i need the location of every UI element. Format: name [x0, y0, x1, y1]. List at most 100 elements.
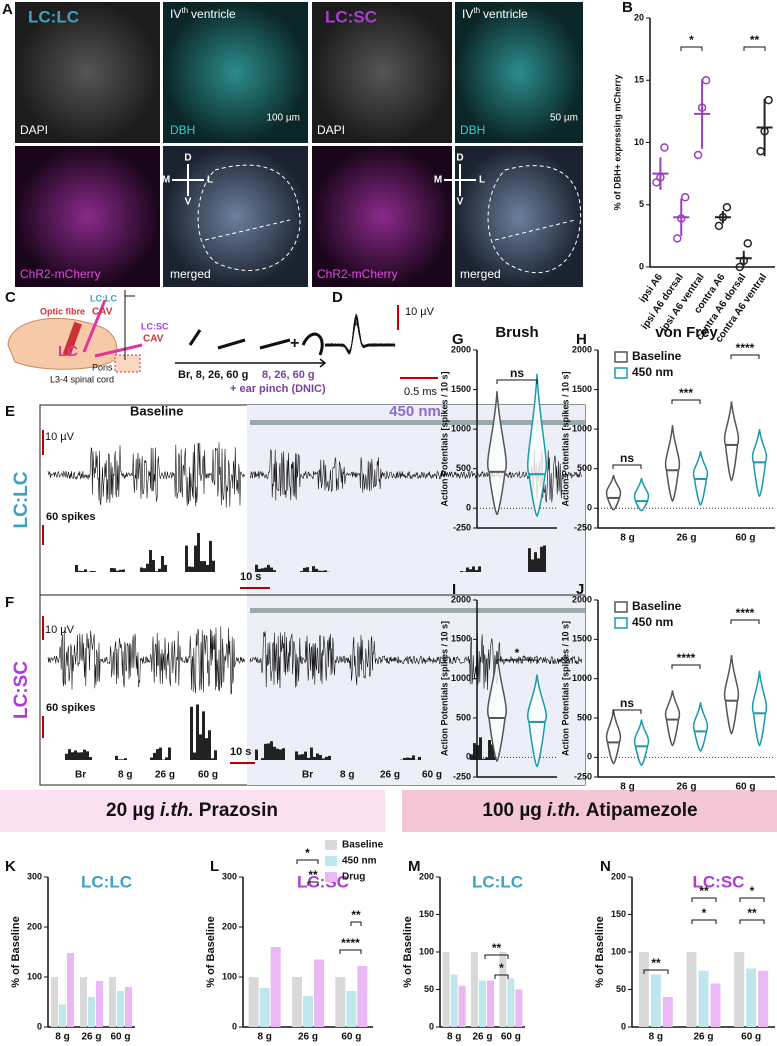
- violin: [633, 719, 650, 766]
- panel-label: B: [622, 0, 633, 16]
- histogram-bar: [193, 752, 196, 760]
- histogram-bar: [475, 570, 478, 572]
- significance-label: *: [305, 846, 310, 860]
- histogram-bar: [261, 568, 264, 572]
- y-axis-label: % of Baseline: [205, 916, 217, 988]
- y-tick-label: 1000: [572, 423, 592, 433]
- bar: [51, 977, 58, 1027]
- y-tick-label: 0: [587, 503, 592, 513]
- histogram-bar: [264, 567, 267, 572]
- bar: [650, 974, 661, 1027]
- y-tick-label: 10: [634, 137, 644, 147]
- y-tick-label: 200: [27, 921, 42, 931]
- stim: 60 g: [198, 770, 218, 781]
- x-tick-label: 8 g: [257, 1032, 271, 1043]
- histogram-bar: [71, 752, 74, 760]
- y-tick-label: -250: [574, 522, 592, 532]
- histogram-bar: [306, 567, 309, 572]
- protocol: 8, 26, 60 g: [262, 369, 315, 381]
- data-point: [693, 150, 703, 160]
- y-tick-label: 200: [611, 871, 626, 881]
- significance-label: *: [499, 961, 504, 975]
- y-tick-label: 1500: [572, 384, 592, 394]
- panel-label: E: [5, 403, 15, 420]
- significance-label: **: [308, 868, 318, 882]
- violin: [527, 674, 547, 768]
- y-tick-label: 500: [577, 712, 592, 722]
- histogram-bar: [322, 758, 325, 760]
- histogram-bar: [202, 711, 205, 760]
- y-tick-label: 100: [27, 971, 42, 981]
- significance-bracket: [612, 464, 642, 469]
- label: LC: [58, 343, 78, 360]
- bar: [458, 985, 466, 1027]
- group-label: LC:SC: [11, 661, 32, 719]
- histogram-bar: [185, 545, 188, 572]
- bar: [746, 968, 757, 1027]
- bar: [479, 980, 486, 1027]
- stim: 26 g: [155, 770, 175, 781]
- compass: D V M L D V M L: [162, 153, 485, 208]
- significance-label: ns: [620, 696, 634, 710]
- y-axis-label: Action Potentials [spikes / 10 s]: [560, 371, 570, 506]
- x-tick-label: 8 g: [447, 1032, 461, 1043]
- histogram-bar: [528, 548, 531, 572]
- significance-bracket: [339, 949, 362, 954]
- histogram-bar: [491, 744, 494, 760]
- histogram-bar: [267, 564, 270, 572]
- bar: [314, 959, 324, 1027]
- significance-bracket: [350, 921, 362, 926]
- chart-title: LC:LC: [81, 872, 132, 891]
- x-tick-label: 26 g: [81, 1032, 101, 1043]
- significance-bracket: [494, 974, 509, 979]
- text: th: [473, 6, 480, 15]
- trace: [47, 442, 246, 508]
- legend-swatch: [325, 872, 337, 882]
- panel-label: D: [332, 289, 343, 306]
- label: Optic fibre: [40, 306, 85, 316]
- text: th: [181, 6, 188, 15]
- significance-bracket: [496, 659, 538, 664]
- violin: [527, 373, 547, 517]
- x-tick-label: 26 g: [676, 533, 696, 544]
- y-tick-label: 1000: [572, 673, 592, 683]
- stimulus-icons: [188, 329, 324, 356]
- legend-swatch: [614, 617, 628, 629]
- data-point: [714, 221, 724, 231]
- bar: [117, 991, 124, 1027]
- panel-label: L: [210, 858, 219, 875]
- significance-label: ns: [620, 451, 634, 465]
- significance-label: **: [351, 908, 361, 922]
- significance-bracket: [730, 619, 760, 624]
- bar: [442, 952, 450, 1027]
- histogram-bar: [118, 759, 121, 760]
- histogram-bar: [273, 570, 276, 572]
- y-tick-label: 1500: [572, 634, 592, 644]
- x-tick-label: 26 g: [298, 1032, 318, 1043]
- significance-label: **: [747, 906, 757, 920]
- micrograph: [15, 2, 160, 143]
- panel-label: J: [576, 581, 584, 598]
- histogram-bar: [86, 751, 89, 760]
- y-tick-label: 300: [27, 871, 42, 881]
- violin: [605, 710, 622, 765]
- y-tick-label: 150: [611, 909, 626, 919]
- significance-bracket: [739, 919, 765, 924]
- bar: [686, 952, 697, 1027]
- bar: [59, 1004, 66, 1027]
- bar: [471, 952, 478, 1027]
- legend-label: 450 nm: [632, 615, 673, 629]
- histogram-bar: [124, 758, 127, 760]
- histogram-bar: [159, 747, 162, 760]
- legend-label: Drug: [342, 872, 365, 883]
- histogram-bar: [304, 751, 307, 760]
- panel-a: A LC:LC LC:SC IVth ventricle IVth ventricl…: [2, 1, 583, 287]
- trace: [249, 631, 583, 691]
- histogram-bar: [194, 545, 197, 572]
- histogram-bar: [325, 756, 328, 760]
- y-axis-label: % of Baseline: [594, 916, 606, 988]
- histogram-bar: [537, 558, 540, 572]
- stim: Br: [302, 770, 313, 781]
- y-tick-label: 0: [37, 1021, 42, 1031]
- injection: [82, 299, 143, 358]
